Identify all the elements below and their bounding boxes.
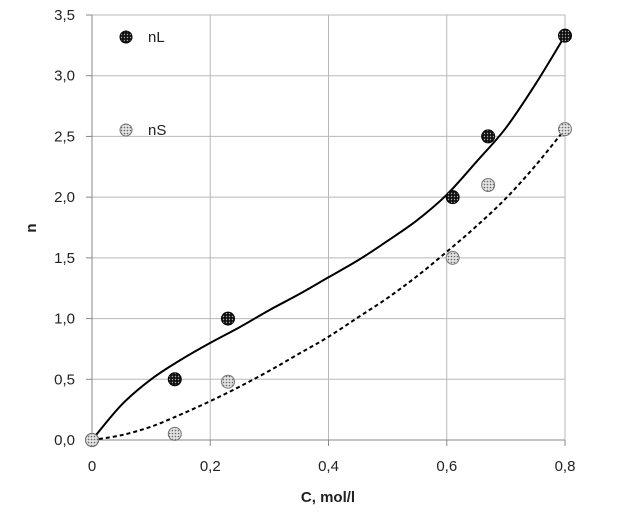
y-tick-label: 2,5 [54,128,75,145]
point-nS [445,250,460,265]
point-nL [167,372,182,387]
x-axis-title: C, mol/l [301,489,355,506]
point-nS [220,374,235,389]
x-tick-label: 0 [88,458,96,475]
fit-curve-nS [91,128,566,441]
y-tick-label: 0,5 [54,371,75,388]
tick-labels: 0,0 0,5 1,0 1,5 2,0 2,5 3,0 3,5 0 0,2 0,4 0,6 0,8 [54,7,575,475]
legend-label-nL: nL [148,29,165,46]
data-points [85,28,572,447]
y-axis-title: n [23,223,40,232]
legend-marker-nS [119,123,133,137]
y-tick-label: 1,0 [54,311,75,328]
point-nL [445,190,460,205]
y-tick-label: 2,0 [54,189,75,206]
fit-curve-nL [91,35,566,441]
y-tick-label: 0,0 [54,432,75,449]
x-tick-label: 0,4 [318,458,339,475]
x-tick-label: 0,6 [436,458,457,475]
fit-curves [91,35,566,441]
point-nS [481,178,496,192]
legend-label-nS: nS [148,122,166,139]
point-nL [481,129,496,144]
legend: nL nS [119,29,166,139]
axes [86,14,566,446]
point-nS [558,122,572,137]
y-tick-label: 3,5 [54,7,75,24]
y-tick-label: 3,0 [54,68,75,85]
point-nL [220,311,235,326]
point-nS [85,433,99,447]
y-tick-label: 1,5 [54,250,75,267]
legend-marker-nL [119,30,133,44]
point-nS [167,426,182,441]
point-nL [558,28,572,43]
grid [92,14,566,440]
x-tick-label: 0,8 [555,458,576,475]
x-tick-label: 0,2 [200,458,221,475]
